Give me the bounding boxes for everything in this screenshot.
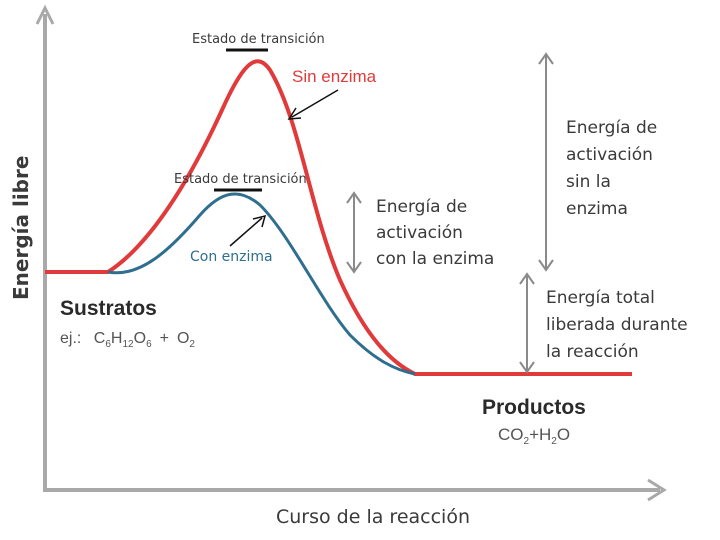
arrow-energy-released [519,272,535,374]
substrates-title: Sustratos [60,297,157,320]
products-title: Productos [482,396,586,419]
transition-state-label-mid: Estado de transición [174,172,307,187]
pointer-arrow-without-enzyme [287,89,339,120]
pointer-arrow-with-enzyme [229,214,267,247]
activation-without-enzyme-label: Energía de activación sin la enzima [566,118,663,219]
with-enzyme-label: Con enzima [190,249,273,265]
arrow-activation-with-enzyme [346,191,362,274]
activation-with-enzyme-label: Energía de activación con la enzima [376,197,494,269]
axes [35,4,667,502]
products-formula: CO2+H2O [498,425,570,447]
substrates-formula: ej.: C6H12O6 + O2 [60,330,195,350]
curve-with-enzyme [107,192,416,376]
without-enzyme-label: Sin enzima [292,67,377,86]
y-axis-label: Energía libre [9,156,33,300]
transition-state-label-top: Estado de transición [192,32,325,47]
x-axis-arrowhead [647,478,667,502]
energy-released-label: Energía total liberada durante la reacci… [546,288,693,362]
x-axis-label: Curso de la reacción [276,506,470,528]
y-axis-arrowhead [35,4,55,25]
arrow-activation-without-enzyme [538,52,554,272]
curve-without-enzyme [45,59,632,376]
